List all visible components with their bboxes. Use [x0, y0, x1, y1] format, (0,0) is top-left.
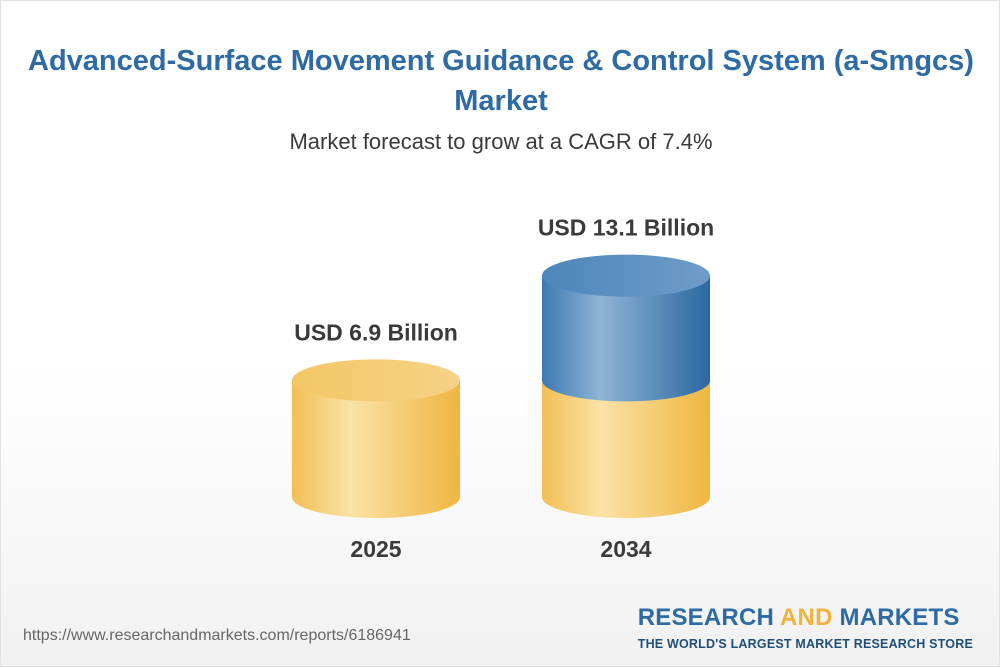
bar-top-cap — [292, 359, 460, 402]
brand-logo: RESEARCH AND MARKETS THE WORLD'S LARGEST… — [637, 605, 973, 652]
bar-2025 — [292, 359, 460, 518]
data-label: USD 13.1 Billion — [538, 215, 714, 241]
source-url: https://www.researchandmarkets.com/repor… — [23, 627, 411, 644]
bar-2034 — [542, 254, 710, 518]
brand-name: RESEARCH AND MARKETS — [638, 605, 973, 631]
category-label: 2034 — [600, 536, 651, 562]
brand-word-and: AND — [780, 604, 833, 631]
bar-top-cap — [542, 254, 710, 297]
brand-word-markets: MARKETS — [839, 604, 960, 631]
category-label: 2025 — [350, 536, 401, 562]
data-label: USD 6.9 Billion — [294, 319, 458, 345]
bar-base-segment — [292, 380, 460, 518]
bar-growth-segment — [542, 275, 710, 402]
bar-base-segment — [542, 380, 710, 518]
chart-subtitle: Market forecast to grow at a CAGR of 7.4… — [289, 129, 713, 154]
brand-word-research: RESEARCH — [637, 604, 775, 631]
chart-title: Advanced-Surface Movement Guidance & Con… — [28, 45, 974, 117]
brand-tagline: THE WORLD'S LARGEST MARKET RESEARCH STOR… — [637, 637, 973, 651]
